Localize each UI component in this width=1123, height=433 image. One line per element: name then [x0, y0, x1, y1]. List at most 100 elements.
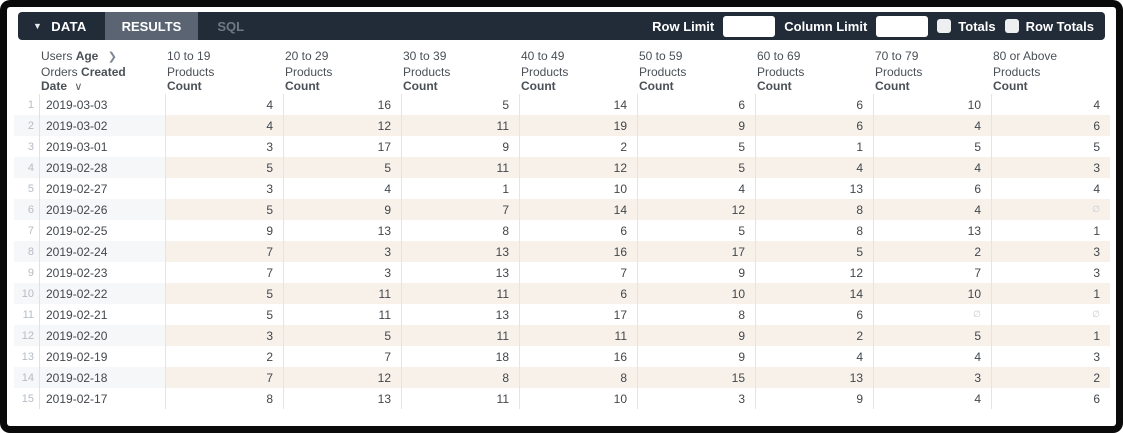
value-cell[interactable]: 3 — [166, 178, 284, 199]
measure-header[interactable]: Products Count — [757, 65, 805, 93]
value-cell[interactable]: 2 — [874, 241, 992, 262]
value-cell[interactable]: 15 — [638, 367, 756, 388]
date-cell[interactable]: 2019-02-21 — [40, 304, 166, 325]
pivot-value-header[interactable]: 80 or Above — [993, 49, 1058, 63]
value-cell[interactable]: 5 — [402, 94, 520, 115]
value-cell[interactable]: 4 — [1093, 181, 1100, 196]
value-cell[interactable]: 11 — [520, 325, 638, 346]
value-cell[interactable]: 13 — [874, 220, 992, 241]
pivot-value-header[interactable]: 10 to 19 — [167, 49, 211, 63]
pivot-value-header[interactable]: 70 to 79 — [875, 49, 919, 63]
value-cell[interactable]: 7 — [166, 241, 284, 262]
value-cell[interactable]: 2 — [992, 367, 1110, 388]
pivot-value-header[interactable]: 50 to 59 — [639, 49, 683, 63]
value-cell[interactable]: 8 — [166, 388, 284, 409]
value-cell[interactable]: 13 — [402, 262, 520, 283]
value-cell[interactable]: 3 — [1093, 265, 1100, 280]
value-cell[interactable]: 8 — [520, 367, 638, 388]
value-cell[interactable]: 6 — [1093, 391, 1100, 406]
tab-data[interactable]: ▼ DATA — [18, 12, 104, 40]
value-cell[interactable]: 4 — [874, 157, 992, 178]
value-cell[interactable]: 9 — [638, 262, 756, 283]
value-cell[interactable]: 3 — [284, 241, 402, 262]
value-cell[interactable]: 19 — [520, 115, 638, 136]
date-cell[interactable]: 2019-02-18 — [40, 367, 166, 388]
date-cell[interactable]: 2019-02-23 — [40, 262, 166, 283]
value-cell[interactable]: 3 — [874, 367, 992, 388]
value-cell[interactable]: 17 — [520, 304, 638, 325]
value-cell[interactable]: 1 — [1093, 223, 1100, 238]
value-cell[interactable]: 11 — [402, 115, 520, 136]
value-cell[interactable]: 8 — [638, 304, 756, 325]
pivot-value-header[interactable]: 20 to 29 — [285, 49, 329, 63]
date-cell[interactable]: 2019-02-20 — [40, 325, 166, 346]
value-cell[interactable]: 2 — [166, 346, 284, 367]
value-cell[interactable]: 16 — [284, 94, 402, 115]
value-cell[interactable]: 2 — [756, 325, 874, 346]
value-cell[interactable]: 5 — [166, 199, 284, 220]
tab-results[interactable]: RESULTS — [104, 12, 199, 40]
value-cell[interactable]: 1 — [756, 136, 874, 157]
value-cell[interactable]: 9 — [166, 220, 284, 241]
measure-header[interactable]: Products Count — [521, 65, 569, 93]
date-cell[interactable]: 2019-02-28 — [40, 157, 166, 178]
value-cell[interactable]: 5 — [284, 157, 402, 178]
date-cell[interactable]: 2019-02-26 — [40, 199, 166, 220]
value-cell[interactable]: 4 — [638, 178, 756, 199]
value-cell[interactable]: 6 — [992, 115, 1110, 136]
value-cell[interactable]: 11 — [402, 388, 520, 409]
value-cell[interactable]: 6 — [520, 283, 638, 304]
value-cell[interactable]: 5 — [874, 136, 992, 157]
value-cell[interactable]: 13 — [756, 178, 874, 199]
value-cell[interactable]: 9 — [638, 346, 756, 367]
value-cell[interactable]: 14 — [520, 199, 638, 220]
value-cell[interactable]: ∅ — [874, 304, 992, 325]
value-cell[interactable]: 3 — [638, 388, 756, 409]
value-cell[interactable]: 11 — [402, 325, 520, 346]
value-cell[interactable]: 12 — [756, 262, 874, 283]
pivot-value-header[interactable]: 60 to 69 — [757, 49, 801, 63]
value-cell[interactable]: 11 — [402, 283, 520, 304]
value-cell[interactable]: 1 — [402, 178, 520, 199]
date-cell[interactable]: 2019-02-19 — [40, 346, 166, 367]
value-cell[interactable]: 3 — [284, 262, 402, 283]
value-cell[interactable]: 7 — [402, 199, 520, 220]
value-cell[interactable]: 11 — [284, 283, 402, 304]
totals-toggle[interactable]: Totals — [937, 19, 996, 34]
value-cell[interactable]: 10 — [520, 178, 638, 199]
value-cell[interactable]: 3 — [166, 136, 284, 157]
value-cell[interactable]: 5 — [638, 220, 756, 241]
value-cell[interactable]: 10 — [520, 388, 638, 409]
measure-header[interactable]: Products Count — [993, 65, 1041, 93]
value-cell[interactable]: 7 — [520, 262, 638, 283]
value-cell[interactable]: 5 — [166, 157, 284, 178]
value-cell[interactable]: 18 — [402, 346, 520, 367]
value-cell[interactable]: 12 — [638, 199, 756, 220]
value-cell[interactable]: 12 — [284, 367, 402, 388]
value-cell[interactable]: ∅ — [992, 199, 1110, 220]
value-cell[interactable]: 5 — [638, 157, 756, 178]
value-cell[interactable]: 13 — [284, 388, 402, 409]
value-cell[interactable]: 4 — [874, 346, 992, 367]
value-cell[interactable]: 11 — [284, 304, 402, 325]
value-cell[interactable]: 7 — [874, 262, 992, 283]
value-cell[interactable]: 6 — [520, 220, 638, 241]
date-cell[interactable]: 2019-02-22 — [40, 283, 166, 304]
value-cell[interactable]: 4 — [166, 115, 284, 136]
value-cell[interactable]: 6 — [756, 94, 874, 115]
value-cell[interactable]: 5 — [756, 241, 874, 262]
value-cell[interactable]: 12 — [520, 157, 638, 178]
measure-header[interactable]: Products Count — [403, 65, 451, 93]
measure-header[interactable]: Products Count — [639, 65, 687, 93]
tab-sql[interactable]: SQL — [217, 18, 245, 34]
value-cell[interactable]: 3 — [992, 157, 1110, 178]
value-cell[interactable]: 10 — [874, 94, 992, 115]
measure-header[interactable]: Products Count — [285, 65, 333, 93]
value-cell[interactable]: 1 — [992, 283, 1110, 304]
pivot-field-header[interactable]: Users Age ❯ — [40, 48, 166, 64]
measure-header[interactable]: Products Count — [167, 65, 215, 93]
value-cell[interactable]: 14 — [756, 283, 874, 304]
date-cell[interactable]: 2019-03-03 — [40, 94, 166, 115]
value-cell[interactable]: 9 — [756, 388, 874, 409]
value-cell[interactable]: 17 — [284, 136, 402, 157]
